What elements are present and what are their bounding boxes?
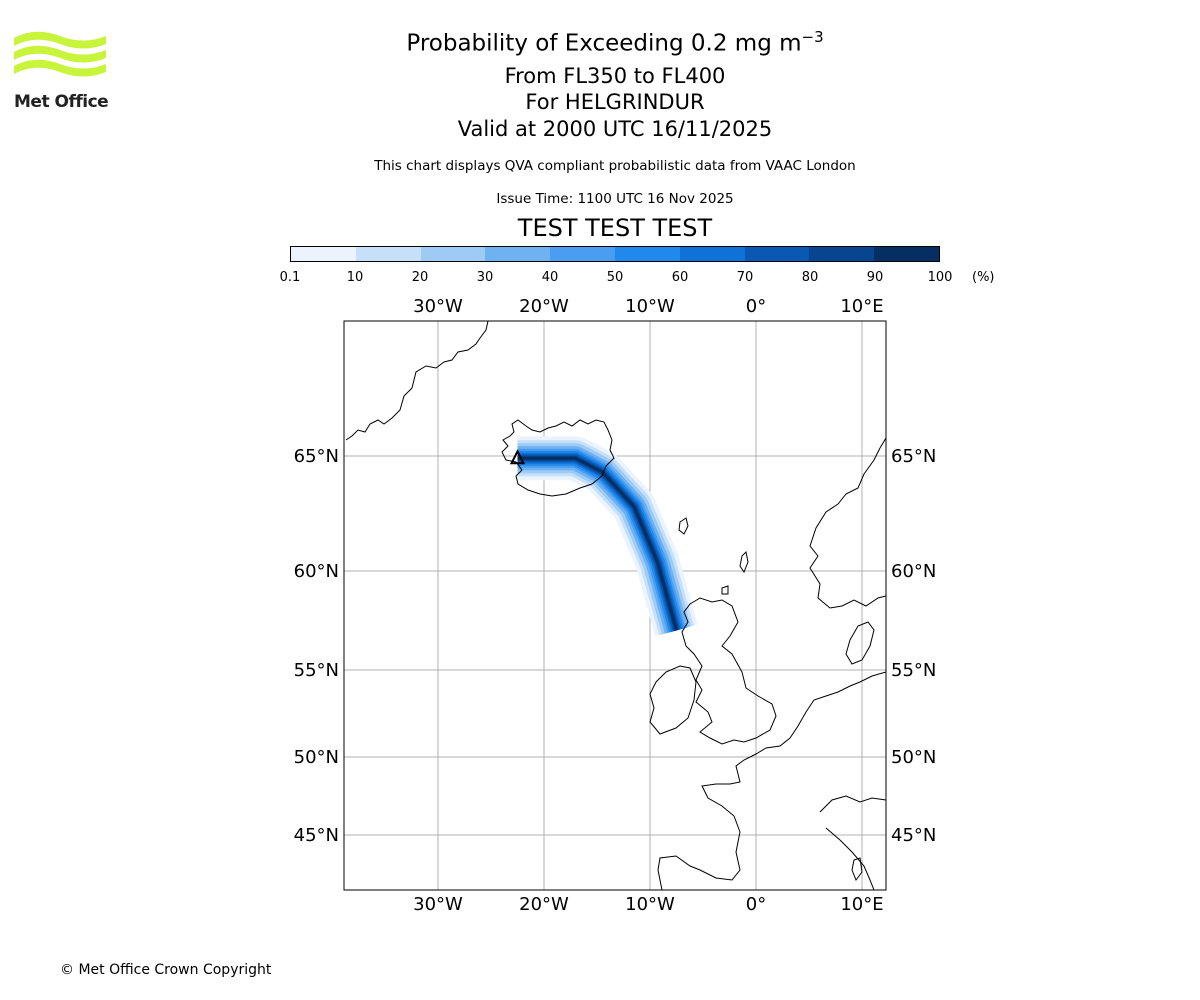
longitude-label-bottom: 20°W (519, 894, 569, 915)
disclaimer-text: This chart displays QVA compliant probab… (374, 158, 856, 174)
latitude-label-right: 55°N (891, 660, 936, 681)
latitude-label-left: 50°N (294, 747, 339, 768)
map-background (344, 321, 886, 890)
longitude-label-top: 30°W (413, 296, 463, 317)
greenland-coast (345, 321, 489, 441)
longitude-label-bottom: 30°W (413, 894, 463, 915)
colorbar-tick: 60 (671, 270, 689, 285)
map-frame (343, 320, 887, 891)
latitude-label-right: 60°N (891, 561, 936, 582)
britain-coast (681, 597, 777, 745)
axis-labels: 30°W 30°W 20°W 20°W 10°W 10°W 0° 0° 10°E 10°E 65°N… (294, 296, 937, 915)
colorbar-segment (614, 247, 680, 261)
colorbar-tick: 0.1 (279, 270, 301, 285)
latitude-label-right: 65°N (891, 446, 936, 467)
latitude-label-right: 45°N (891, 825, 936, 846)
longitude-label-top: 10°E (840, 296, 883, 317)
colorbar-segment (550, 247, 615, 261)
colorbar-tick: 70 (736, 270, 754, 285)
shetland (739, 550, 749, 574)
latitude-label-left: 65°N (294, 446, 339, 467)
coastlines (345, 321, 886, 890)
colorbar-tick: 90 (866, 270, 884, 285)
corsica (851, 857, 863, 882)
longitude-label-top: 0° (746, 296, 766, 317)
latitude-label-right: 50°N (891, 747, 936, 768)
ireland-coast (649, 665, 697, 735)
colorbar-segment (485, 247, 551, 261)
europe-coast (657, 671, 886, 890)
longitude-label-bottom: 0° (746, 894, 766, 915)
colorbar-segment (420, 247, 486, 261)
met-office-logo (14, 31, 106, 77)
colorbar-tick: 10 (346, 270, 364, 285)
iceland-coast (501, 419, 615, 497)
valid-time: Valid at 2000 UTC 16/11/2025 (457, 117, 773, 141)
colorbar-segment (679, 247, 745, 261)
latitude-label-left: 60°N (294, 561, 339, 582)
ash-plume (509, 436, 698, 637)
longitude-label-bottom: 10°W (625, 894, 675, 915)
longitude-label-top: 10°W (625, 296, 675, 317)
volcano-name: For HELGRINDUR (525, 90, 705, 114)
norway-coast (809, 437, 886, 609)
longitude-label-bottom: 10°E (840, 894, 883, 915)
colorbar-tick: 20 (411, 270, 429, 285)
colorbar-tick: 80 (801, 270, 819, 285)
colorbar-unit: (%) (972, 270, 995, 285)
issue-time: Issue Time: 1100 UTC 16 Nov 2025 (496, 191, 734, 207)
colorbar-segment (355, 247, 421, 261)
met-office-logo-text: Met Office (14, 92, 109, 112)
latitude-label-left: 55°N (294, 660, 339, 681)
chart-title: Probability of Exceeding 0.2 mg m−3 (406, 28, 824, 57)
colorbar-segment (874, 247, 939, 261)
latitude-label-left: 45°N (294, 825, 339, 846)
orkney (721, 585, 729, 595)
denmark-coast (845, 621, 875, 665)
copyright: © Met Office Crown Copyright (60, 962, 272, 978)
longitude-label-top: 20°W (519, 296, 569, 317)
colorbar-tick: 30 (476, 270, 494, 285)
colorbar-segment (809, 247, 875, 261)
test-banner: TEST TEST TEST (517, 214, 713, 242)
plume-probability-band (517, 456, 678, 631)
colorbar-tick: 100 (927, 270, 953, 285)
faroe-islands (678, 517, 689, 535)
colorbar-tick: 50 (606, 270, 624, 285)
colorbar-tick: 40 (541, 270, 559, 285)
colorbar-segment (291, 247, 356, 261)
colorbar (290, 246, 940, 262)
colorbar-segment (744, 247, 810, 261)
flight-level-range: From FL350 to FL400 (504, 64, 726, 88)
